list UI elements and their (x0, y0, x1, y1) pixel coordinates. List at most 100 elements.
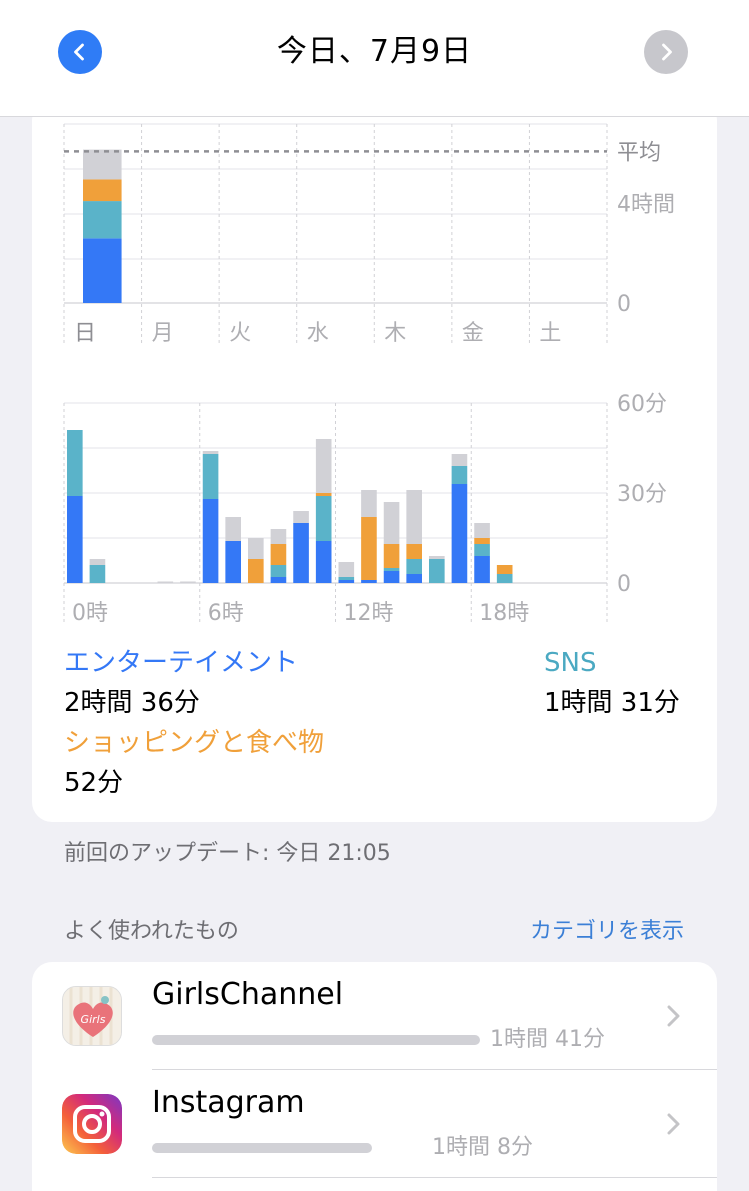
chevron-right-icon (662, 43, 672, 61)
x-tick-label: 火 (229, 321, 251, 346)
app-usage-time: 1時間 8分 (432, 1135, 533, 1160)
y-tick-label: 0 (617, 572, 631, 597)
bar-segment (474, 544, 490, 556)
app-name: GirlsChannel (152, 977, 344, 1012)
bar-segment (383, 502, 400, 544)
x-tick-label: 0時 (72, 601, 108, 626)
bar-segment (383, 568, 400, 571)
bar-segment (180, 581, 196, 583)
bar-segment (474, 556, 490, 583)
girlschannel-app-icon: Girls (62, 986, 122, 1046)
bar-segment (270, 529, 287, 544)
bar-segment (202, 499, 219, 583)
top-navigation-bar: 今日、7月9日 (0, 0, 749, 117)
row-divider (152, 1069, 717, 1070)
bar-segment (315, 493, 332, 496)
bar-segment (383, 544, 400, 568)
bar-segment (496, 565, 513, 574)
y-tick-label: 30分 (617, 482, 667, 507)
bar-segment (89, 565, 106, 583)
screen-time-card: 平均 0 4時間日 月 火 水 木 金 土 0 30分 60分 0時 6時 12時 18時 エンターテイメント… (32, 100, 717, 822)
bar-segment (67, 496, 83, 583)
bar-segment (361, 517, 377, 580)
last-update-text: 前回のアップデート: 今日 21:05 (64, 841, 391, 866)
bar-segment (67, 430, 83, 496)
bar-segment (202, 454, 219, 499)
previous-day-button[interactable] (58, 30, 102, 74)
bar-segment (451, 466, 468, 484)
bar-segment (270, 544, 287, 565)
app-name: Instagram (152, 1085, 305, 1120)
bar-segment (451, 454, 468, 466)
bar-segment (361, 580, 377, 583)
legend-entertainment-label: エンターテイメント (64, 648, 299, 678)
most-used-heading: よく使われたもの (64, 919, 239, 944)
bar-segment (270, 577, 287, 583)
bar-segment (315, 496, 332, 541)
show-categories-link[interactable]: カテゴリを表示 (529, 919, 684, 944)
chevron-left-icon (74, 43, 84, 61)
bar-segment (429, 556, 445, 559)
legend-shopping-value: 52分 (64, 768, 124, 798)
bar-segment (361, 490, 377, 517)
x-tick-label: 18時 (479, 601, 529, 626)
bar-segment (225, 517, 241, 541)
bar-segment (338, 577, 355, 580)
bar-segment (293, 511, 309, 523)
bar-segment (406, 490, 422, 544)
y-tick-label: 0 (617, 292, 631, 317)
app-row-girlschannel[interactable]: Girls GirlsChannel 1時間 41分 (32, 962, 717, 1070)
bar-segment (406, 574, 422, 583)
bar-segment (293, 523, 309, 583)
x-tick-label: 金 (462, 321, 484, 346)
bar-segment (338, 580, 355, 583)
bar-segment (225, 541, 241, 583)
bar-segment (83, 179, 122, 202)
legend-entertainment-value: 2時間 36分 (64, 688, 200, 718)
bar-segment (338, 562, 355, 577)
bar-segment (315, 541, 332, 583)
bar-segment (383, 571, 400, 583)
legend-sns-value: 1時間 31分 (544, 688, 680, 718)
bar-segment (157, 581, 174, 583)
y-tick-label: 4時間 (617, 193, 675, 218)
legend-sns-label: SNS (544, 648, 597, 678)
bar-segment (474, 523, 490, 538)
bar-segment (406, 559, 422, 574)
x-tick-label: 木 (384, 321, 406, 346)
bar-segment (248, 559, 264, 583)
app-usage-bar (152, 1143, 372, 1153)
app-usage-bar (152, 1035, 480, 1045)
bar-segment (451, 484, 468, 583)
legend-shopping-label: ショッピングと食べ物 (64, 728, 325, 758)
x-tick-label: 土 (539, 321, 561, 346)
bar-segment (248, 538, 264, 559)
x-tick-label: 水 (307, 321, 329, 346)
chevron-right-icon (667, 1113, 680, 1135)
instagram-app-icon (62, 1094, 122, 1154)
x-tick-label: 6時 (208, 601, 244, 626)
bar-segment (270, 565, 287, 577)
average-label: 平均 (617, 140, 661, 165)
x-tick-label: 月 (152, 321, 174, 346)
x-tick-label: 12時 (344, 601, 394, 626)
page-title: 今日、7月9日 (276, 34, 473, 69)
bar-segment (406, 544, 422, 559)
bar-segment (429, 559, 445, 583)
bar-segment (202, 451, 219, 454)
girlschannel-icon-text: Girls (81, 1013, 106, 1026)
row-divider (152, 1177, 717, 1178)
bar-segment (83, 149, 122, 180)
most-used-apps-list: Girls GirlsChannel 1時間 41分 (32, 962, 717, 1191)
bar-segment (496, 574, 513, 583)
bar-segment (89, 559, 106, 565)
bar-segment (83, 201, 122, 239)
x-tick-label: 日 (74, 321, 96, 346)
app-usage-time: 1時間 41分 (490, 1027, 605, 1052)
chevron-right-icon (667, 1005, 680, 1027)
next-day-button[interactable] (644, 30, 688, 74)
app-row-instagram[interactable]: Instagram 1時間 8分 (32, 1070, 717, 1178)
bar-segment (315, 439, 332, 493)
bar-segment (83, 238, 122, 303)
